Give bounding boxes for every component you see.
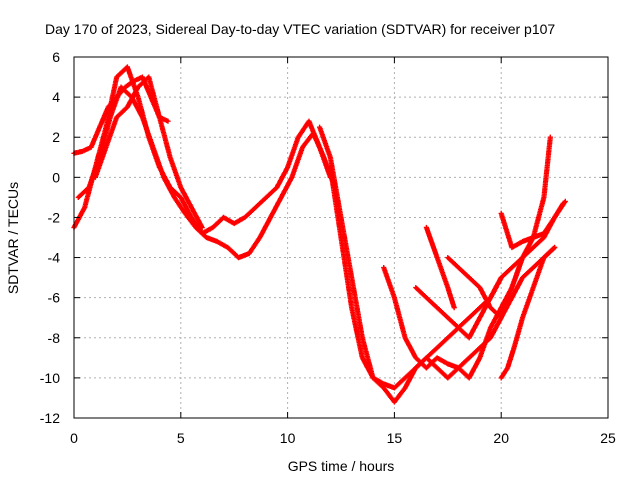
x-axis-label: GPS time / hours	[288, 458, 395, 474]
x-tick-label: 5	[177, 430, 185, 446]
series-sat-h	[413, 275, 504, 341]
series-sat-b	[75, 84, 338, 261]
data-point	[71, 64, 333, 237]
plot-frame	[73, 56, 609, 419]
series-sat-f	[327, 164, 558, 405]
series-sat-l	[423, 224, 457, 311]
y-tick-label: 0	[52, 169, 60, 185]
data-point	[381, 134, 553, 381]
series-sat-k	[498, 200, 566, 251]
y-tick-label: -8	[48, 330, 61, 346]
data-point	[92, 74, 205, 231]
chart-title: Day 170 of 2023, Sidereal Day-to-day VTE…	[45, 21, 555, 37]
y-axis-label: SDTVAR / TECUs	[5, 182, 21, 294]
y-tick-label: 2	[52, 129, 60, 145]
y-tick-label: -2	[48, 209, 61, 225]
x-tick-label: 10	[280, 430, 296, 446]
y-tick-label: -4	[48, 250, 61, 266]
x-tick-label: 25	[600, 430, 616, 446]
y-tick-label: 6	[52, 49, 60, 65]
data-point	[498, 244, 558, 381]
y-tick-label: -12	[40, 410, 60, 426]
series-sat-j	[498, 244, 558, 381]
data-point	[423, 224, 457, 311]
x-tick-label: 0	[70, 430, 78, 446]
series-sat-d	[92, 74, 205, 231]
axis-ticks: 0 5 10 15 20 25 -12 -10 -8 -6 -4 -2 0 2 4 6	[40, 49, 616, 446]
data-points	[71, 64, 568, 405]
x-tick-label: 20	[493, 430, 509, 446]
y-tick-label: -6	[48, 290, 61, 306]
y-tick-label: -10	[40, 370, 60, 386]
data-point	[413, 275, 504, 341]
y-tick-label: 4	[52, 89, 60, 105]
data-point	[498, 200, 566, 251]
series-sat-g	[381, 134, 553, 381]
x-tick-label: 15	[387, 430, 403, 446]
series-sat-i	[445, 255, 526, 321]
data-point	[75, 84, 338, 261]
series-sat-a	[71, 64, 333, 237]
data-point	[327, 164, 558, 405]
data-point	[445, 255, 526, 321]
